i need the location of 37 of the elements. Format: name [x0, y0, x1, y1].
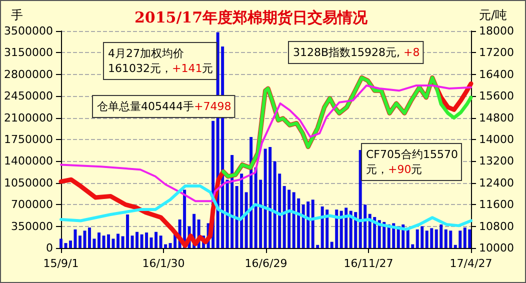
- x-tick-label: 17/4/27: [450, 257, 492, 270]
- y-axis-title: 手: [11, 8, 23, 22]
- y-tick-label: 2450000: [4, 90, 53, 103]
- y2-tick-label: 18000: [479, 24, 514, 38]
- y2-tick-label: 12400: [479, 176, 514, 190]
- y-tick-label: 1400000: [4, 154, 53, 168]
- chart-title: 2015/17年度郑棉期货日交易情况: [134, 8, 369, 26]
- y-tick-label: 3150000: [4, 46, 53, 60]
- bar: [60, 238, 62, 248]
- annotation: 4月27加权均价 161032元，+141元: [108, 47, 214, 75]
- y-tick-label: 700000: [11, 198, 53, 212]
- y-tick-label: 1750000: [4, 133, 53, 146]
- y2-tick-label: 15600: [479, 90, 514, 103]
- y2-tick-label: 10800: [479, 220, 514, 233]
- line-series: [60, 184, 472, 231]
- line-series: [60, 84, 472, 202]
- y2-tick-label: 17200: [479, 46, 514, 60]
- annotation: CF705合约15570 元，+90元: [366, 148, 458, 176]
- y-tick-label: 3500000: [4, 24, 53, 38]
- y2-tick-label: 14800: [479, 111, 514, 124]
- x-tick-label: 16/11/27: [344, 257, 394, 270]
- y-tick-label: 2800000: [4, 68, 53, 81]
- y-tick-label: 2100000: [4, 111, 53, 124]
- y2-tick-label: 16400: [479, 68, 514, 81]
- y2-tick-label: 10000: [479, 242, 514, 254]
- annotation: 仓单总量405444手+7498: [97, 100, 232, 113]
- x-tick-label: 16/6/29: [244, 257, 288, 270]
- y2-tick-label: 11600: [479, 198, 514, 212]
- x-tick-label: 16/1/30: [142, 257, 185, 270]
- y2-tick-label: 13200: [479, 154, 514, 168]
- y2-axis-title: 元/吨: [479, 8, 508, 22]
- y-tick-label: 0: [46, 242, 53, 254]
- y-tick-label: 350000: [11, 220, 53, 233]
- y-tick-label: 1050000: [4, 176, 53, 190]
- annotation: 3128B指数15928元, +8: [293, 46, 420, 59]
- x-tick-label: 15/9/1: [43, 257, 79, 270]
- y2-tick-label: 14000: [479, 133, 514, 146]
